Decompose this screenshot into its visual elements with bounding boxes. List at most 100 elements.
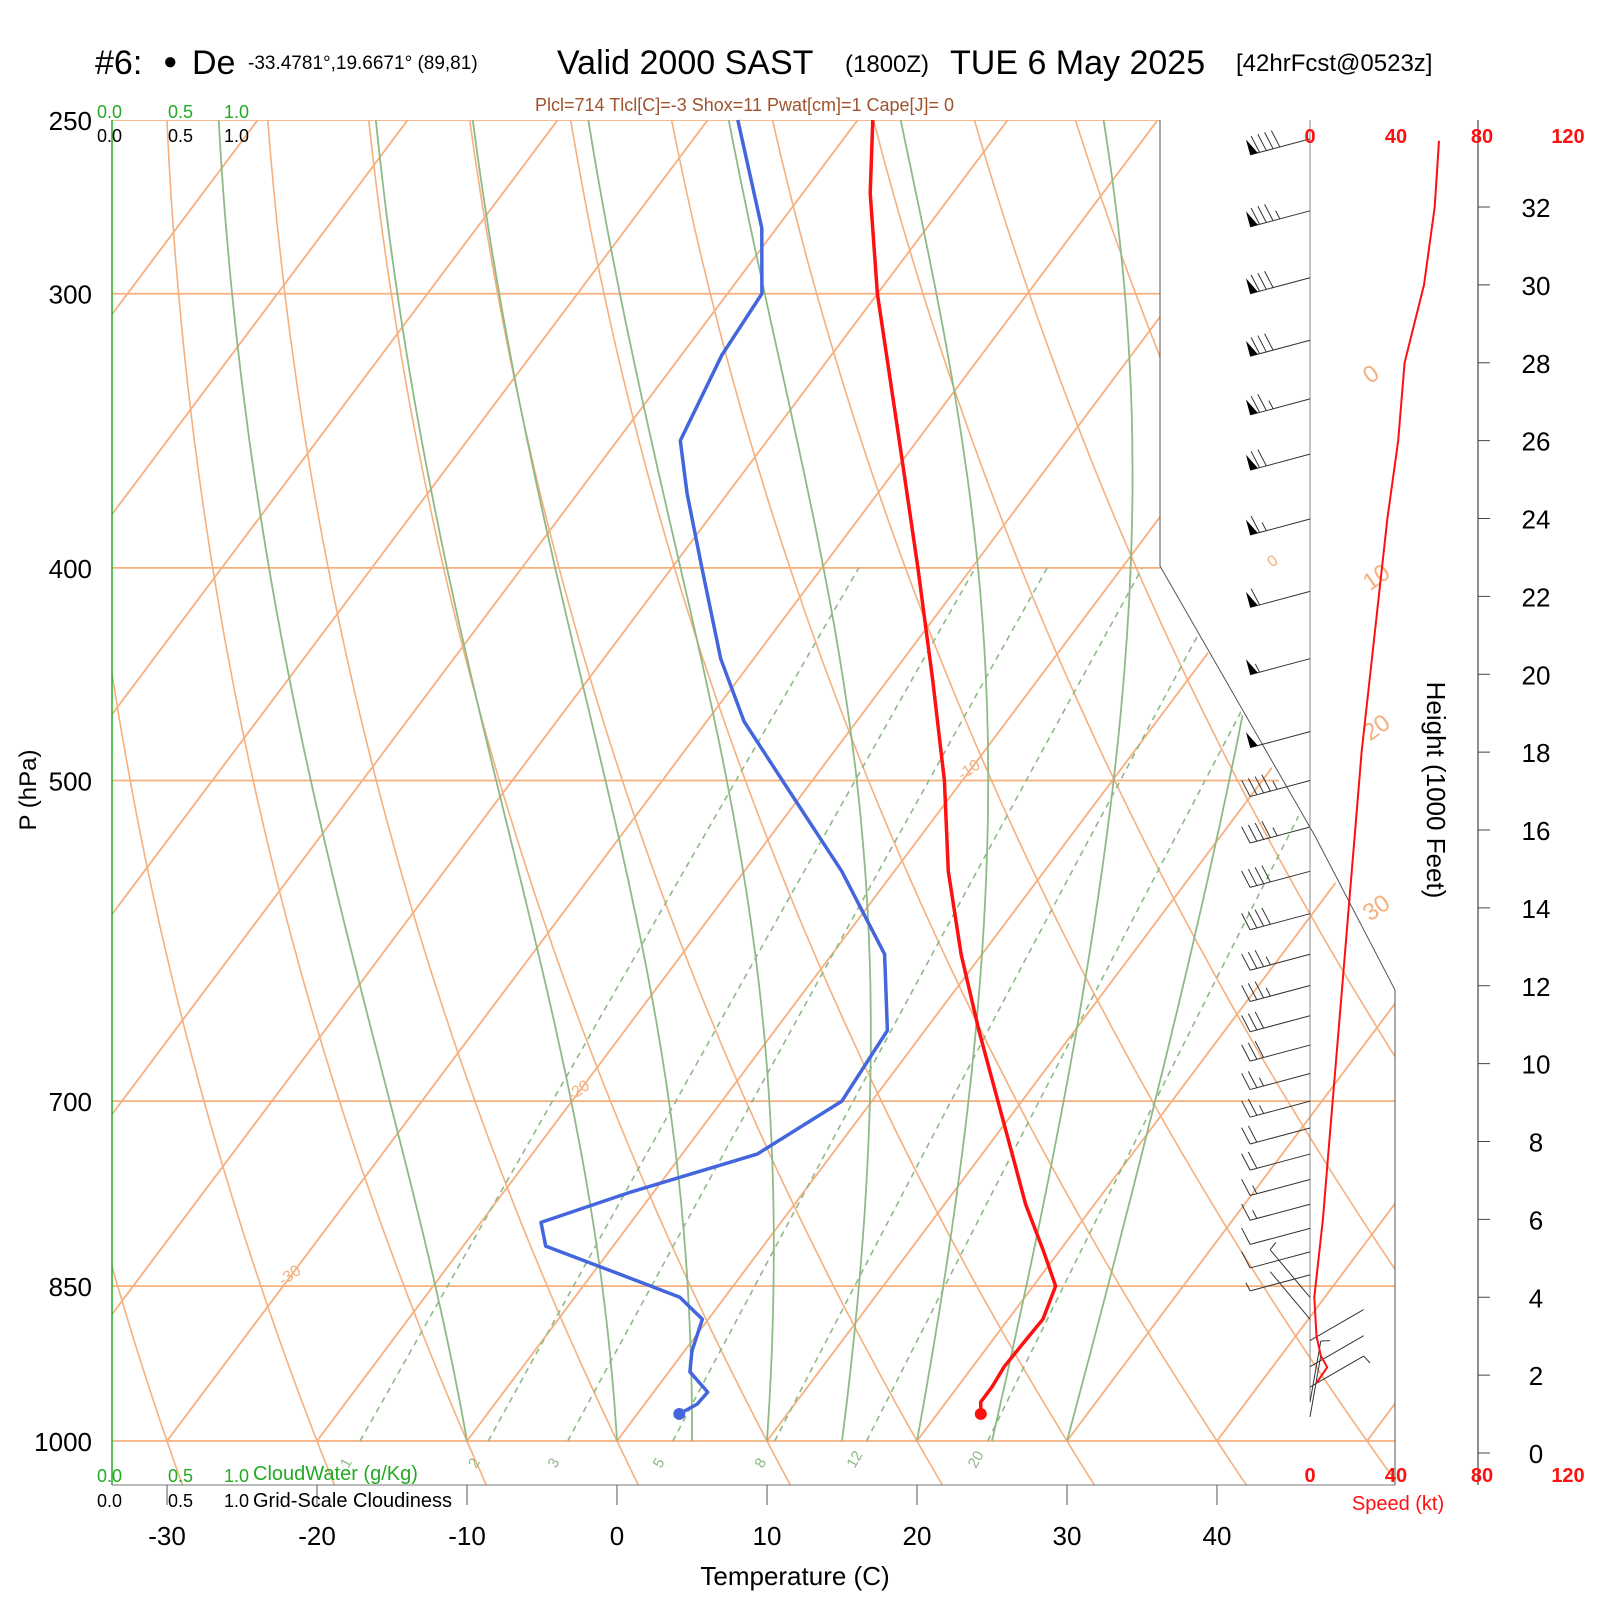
speed-tick-top: 0 xyxy=(1304,126,1315,148)
barb-feather xyxy=(1241,1100,1251,1118)
moist-adiabat-line xyxy=(217,120,468,1442)
barb-half-feather xyxy=(1265,956,1271,966)
pressure-tick-label: 400 xyxy=(49,554,92,584)
height-tick-label: 18 xyxy=(1522,738,1551,768)
barb-feather xyxy=(1250,207,1261,225)
cloud-scale-tick: 1.0 xyxy=(224,126,249,146)
barb-staff xyxy=(1249,1127,1311,1145)
wind-barb xyxy=(1245,204,1311,228)
barb-pennant xyxy=(1245,454,1258,471)
barb-feather xyxy=(1257,335,1267,353)
wind-barb xyxy=(1245,449,1311,471)
y-axis-label: P (hPa) xyxy=(15,750,42,831)
barb-half-feather xyxy=(1258,1077,1265,1087)
barb-feather xyxy=(1247,1042,1258,1060)
barb-staff xyxy=(1269,1271,1311,1320)
forecast-info: [42hrFcst@0523z] xyxy=(1236,50,1433,77)
mixing-ratio-line xyxy=(773,567,1235,1442)
right-edge xyxy=(1159,120,1316,837)
cloud-water-label: CloudWater (g/Kg) xyxy=(253,1463,418,1485)
cloud-scale-tick: 0.0 xyxy=(97,1491,122,1511)
height-tick-label: 6 xyxy=(1529,1205,1543,1235)
barb-staff xyxy=(1249,1274,1311,1292)
barb-feather xyxy=(1247,1125,1258,1143)
barb-staff xyxy=(1249,984,1311,1003)
right-edge-lower xyxy=(1314,835,1396,1485)
wind-barb xyxy=(1245,1274,1311,1292)
wind-barb xyxy=(1241,981,1311,1003)
wind-barb xyxy=(1241,774,1311,798)
barb-feather xyxy=(1250,135,1261,153)
wind-barb xyxy=(1241,821,1311,844)
speed-tick-bottom: 0 xyxy=(1304,1465,1315,1487)
barb-pennant xyxy=(1245,340,1258,357)
wind-barb xyxy=(1241,907,1311,931)
temperature-profile xyxy=(868,119,1058,1414)
valid-date: TUE 6 May 2025 xyxy=(950,44,1206,82)
barb-staff xyxy=(1249,518,1311,536)
station-id: #6: xyxy=(95,44,143,82)
dry-adiabat-line xyxy=(771,120,1395,1485)
barb-feather xyxy=(1261,865,1271,883)
moist-adiabat-line xyxy=(899,120,990,1442)
wind-barbs xyxy=(1241,120,1371,1417)
x-tick-label: 0 xyxy=(610,1521,624,1551)
x-tick-label: -20 xyxy=(298,1521,336,1551)
barb-staff xyxy=(1249,453,1311,471)
barb-feather xyxy=(1247,911,1258,929)
cloud-scale-tick: 0.5 xyxy=(168,1466,193,1486)
station-dot-icon: ● xyxy=(163,48,178,75)
wind-barb xyxy=(1245,130,1311,156)
wind-barb xyxy=(1245,333,1311,357)
wind-barb xyxy=(1241,1040,1311,1062)
barb-staff xyxy=(1249,780,1311,798)
wind-barb xyxy=(1269,1242,1311,1298)
isotherm-line xyxy=(1366,120,1395,1442)
barb-feather xyxy=(1250,451,1261,468)
barb-staff xyxy=(1249,1015,1311,1033)
x-axis-label: Temperature (C) xyxy=(700,1561,889,1591)
barb-pennant xyxy=(1245,399,1258,415)
speed-tick-bottom: 40 xyxy=(1385,1465,1407,1487)
barb-feather xyxy=(1254,776,1265,794)
barb-pennant xyxy=(1245,591,1258,608)
wind-barb xyxy=(1241,1203,1311,1221)
barb-staff xyxy=(1249,1153,1311,1171)
height-tick-label: 20 xyxy=(1522,660,1551,690)
barb-pennant xyxy=(1245,278,1258,294)
barb-feather xyxy=(1241,1044,1251,1062)
cloud-scale-tick: 0.5 xyxy=(168,102,193,122)
wind-barb xyxy=(1241,1125,1311,1145)
dry-adiabat-line xyxy=(112,120,337,1485)
barb-feather xyxy=(1250,395,1261,413)
isotherm-label: 30 xyxy=(1358,889,1395,926)
barb-staff xyxy=(1249,1251,1311,1269)
barb-feather xyxy=(1264,333,1274,351)
barb-staff xyxy=(1249,1044,1311,1062)
barb-staff xyxy=(1309,1335,1364,1368)
barb-feather xyxy=(1254,822,1265,840)
dry-adiabat-line xyxy=(973,120,1395,1485)
speed-tick-bottom: 120 xyxy=(1551,1465,1584,1487)
wind-barb xyxy=(1241,1071,1311,1091)
utc-time: (1800Z) xyxy=(845,51,930,78)
height-tick-label: 16 xyxy=(1522,816,1551,846)
surface-temperature-marker xyxy=(974,1407,987,1420)
speed-tick-bottom: 80 xyxy=(1471,1465,1493,1487)
barb-feather xyxy=(1241,1251,1251,1269)
moist-adiabat-line xyxy=(471,120,693,1441)
moist-adiabat-line xyxy=(991,120,1134,1442)
barb-pennant xyxy=(1245,732,1258,748)
barb-staff xyxy=(1269,1249,1311,1298)
barb-staff xyxy=(1249,1203,1311,1221)
station-coords: -33.4781°,19.6671° (89,81) xyxy=(248,53,478,74)
barb-staff xyxy=(1249,953,1311,971)
isotherm-line xyxy=(1216,120,1395,1442)
barb-staff xyxy=(1249,731,1311,749)
barb-feather xyxy=(1247,1098,1258,1116)
cloud-scale-tick: 0.0 xyxy=(97,126,122,146)
barb-feather xyxy=(1247,868,1258,886)
isotherm-label: 0 xyxy=(1358,360,1384,390)
height-tick-label: 8 xyxy=(1529,1128,1543,1158)
barb-feather xyxy=(1257,449,1267,467)
